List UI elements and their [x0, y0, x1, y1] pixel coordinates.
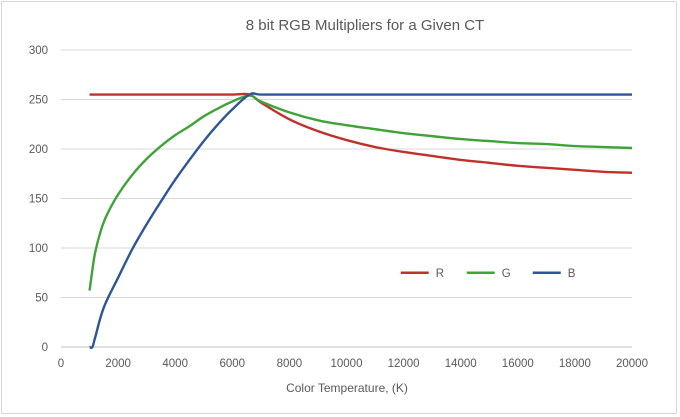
- x-tick-label: 6000: [220, 358, 246, 370]
- y-tick-label: 100: [29, 243, 48, 255]
- y-tick-label: 200: [29, 144, 48, 156]
- legend-label-g: G: [502, 268, 511, 280]
- x-tick-label: 10000: [331, 358, 363, 370]
- y-tick-label: 250: [29, 95, 48, 107]
- x-tick-label: 16000: [502, 358, 534, 370]
- chart-title: 8 bit RGB Multipliers for a Given CT: [246, 17, 484, 34]
- x-tick-label: 18000: [559, 358, 591, 370]
- legend-label-r: R: [436, 268, 444, 280]
- x-tick-label: 20000: [616, 358, 648, 370]
- y-tick-label: 50: [35, 293, 48, 305]
- y-axis-tick-labels: 0 50 100 150 200 250 300: [29, 45, 48, 354]
- legend-label-b: B: [568, 268, 576, 280]
- series-line-g: [88, 94, 633, 291]
- gridlines: [61, 49, 632, 298]
- x-axis-tick-labels: 0 2000 4000 6000 8000 10000 12000 14000 16000 180…: [58, 358, 648, 370]
- x-tick-label: 0: [58, 358, 64, 370]
- x-tick-label: 4000: [162, 358, 188, 370]
- y-tick-label: 150: [29, 194, 48, 206]
- y-tick-label: 0: [42, 342, 48, 354]
- y-tick-label: 300: [29, 45, 48, 57]
- series-lines: [88, 92, 633, 349]
- x-tick-label: 8000: [277, 358, 303, 370]
- x-tick-label: 2000: [105, 358, 131, 370]
- x-tick-label: 14000: [445, 358, 477, 370]
- series-line-b: [89, 92, 632, 349]
- x-axis-title: Color Temperature, (K): [286, 381, 408, 395]
- series-line-r: [89, 92, 633, 174]
- x-tick-label: 12000: [388, 358, 420, 370]
